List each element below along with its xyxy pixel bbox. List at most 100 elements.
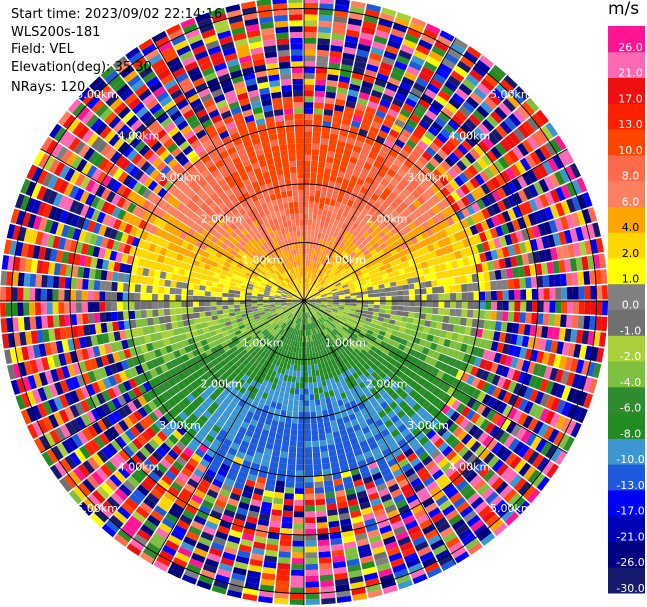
range-gate <box>520 289 527 300</box>
range-gate <box>291 423 298 430</box>
range-gate <box>181 307 188 314</box>
range-gate <box>206 320 214 327</box>
range-gate <box>328 281 335 287</box>
range-gate <box>358 172 368 181</box>
range-gate <box>432 286 439 294</box>
range-gate <box>437 286 445 294</box>
range-gate <box>394 196 403 206</box>
range-gate <box>494 142 507 156</box>
range-gate <box>444 80 458 92</box>
range-gate <box>472 109 486 123</box>
range-gate <box>440 160 452 172</box>
range-gate <box>415 301 421 307</box>
range-gate <box>326 210 333 218</box>
range-gate <box>210 291 217 297</box>
range-gate <box>358 153 368 162</box>
range-gate <box>316 375 321 382</box>
range-gate <box>426 301 433 308</box>
range-gate <box>342 230 349 237</box>
range-gate <box>484 96 498 110</box>
range-gate <box>416 224 426 234</box>
range-gate <box>543 301 550 313</box>
range-gate <box>76 313 83 325</box>
range-gate <box>423 237 432 246</box>
range-gate <box>356 250 363 257</box>
range-gate <box>508 290 515 300</box>
range-gate <box>305 598 320 605</box>
range-gate <box>397 295 404 301</box>
range-gate <box>390 71 403 82</box>
range-gate <box>325 247 331 254</box>
range-gate <box>40 288 47 301</box>
range-gate <box>440 128 452 140</box>
range-gate <box>382 226 390 235</box>
range-gate <box>335 247 342 254</box>
range-gate <box>298 406 304 413</box>
range-gate <box>320 292 327 296</box>
range-gate <box>233 294 240 298</box>
range-gate <box>305 575 319 582</box>
range-gate <box>496 186 507 199</box>
range-gate <box>99 280 107 291</box>
range-gate <box>310 266 313 273</box>
range-gate <box>307 284 310 290</box>
range-gate <box>577 194 588 210</box>
range-gate <box>368 270 375 276</box>
range-gate <box>454 175 465 187</box>
range-gate <box>498 102 512 116</box>
range-gate <box>350 298 357 301</box>
range-gate <box>379 288 386 293</box>
range-gate <box>287 375 293 382</box>
range-gate <box>316 256 321 263</box>
range-gate <box>499 120 513 135</box>
range-gate <box>472 64 487 78</box>
range-gate <box>366 282 373 288</box>
range-gate <box>395 214 404 224</box>
range-gate <box>357 43 371 52</box>
range-gate <box>336 240 342 247</box>
range-gate <box>128 301 135 311</box>
range-gate <box>175 288 182 295</box>
range-gate <box>315 184 322 192</box>
range-gate <box>326 293 333 296</box>
range-gate <box>475 59 491 73</box>
range-gate <box>385 154 396 164</box>
plot-info-header: Start time: 2023/09/02 22:14:16 WLS200s-… <box>11 6 222 97</box>
range-gate <box>348 180 356 189</box>
nrays-text: NRays: 120 <box>11 80 86 95</box>
range-gate <box>560 273 567 287</box>
range-gate <box>287 405 293 412</box>
range-gate <box>312 213 318 220</box>
range-gate <box>316 522 328 529</box>
range-gate <box>424 252 432 261</box>
range-gate <box>187 295 193 301</box>
range-gate <box>405 272 413 279</box>
range-gate <box>432 168 443 179</box>
range-gate <box>323 285 330 290</box>
range-gate <box>531 113 545 128</box>
range-gate <box>517 142 529 157</box>
range-gate <box>392 240 400 248</box>
range-gate <box>352 230 359 238</box>
range-gate <box>348 227 356 235</box>
range-gate <box>304 242 307 249</box>
range-gate <box>239 294 246 298</box>
range-gate <box>331 121 341 130</box>
range-gate <box>298 417 304 424</box>
range-gate <box>349 83 361 92</box>
range-gate <box>566 286 574 300</box>
range-gate <box>464 152 476 164</box>
range-gate <box>128 292 135 301</box>
range-gate <box>251 306 258 310</box>
range-gate <box>347 282 354 287</box>
range-gate <box>305 289 307 296</box>
range-gate <box>200 279 207 286</box>
range-gate <box>181 295 188 301</box>
range-gate <box>358 277 366 283</box>
range-gate <box>502 98 516 112</box>
range-gate <box>111 311 118 322</box>
range-gate <box>491 189 502 202</box>
range-gate <box>289 440 297 447</box>
range-gate <box>571 212 581 227</box>
range-gate <box>308 219 313 226</box>
